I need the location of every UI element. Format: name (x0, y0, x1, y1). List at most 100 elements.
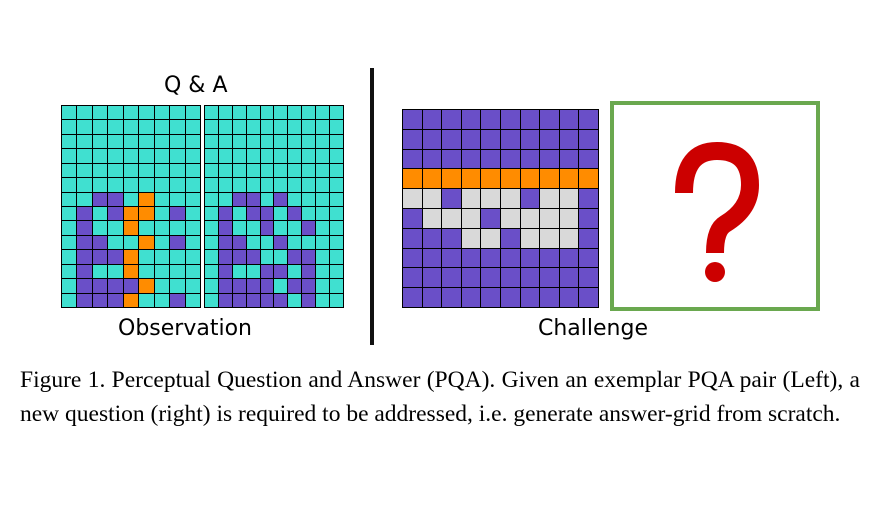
grid-cell (288, 221, 302, 235)
grid-cell (246, 149, 260, 163)
grid-cell (205, 250, 218, 264)
grid-cell (62, 178, 77, 192)
grid-cell (185, 264, 200, 279)
grid-cell (274, 250, 288, 264)
grid-cell (108, 120, 123, 134)
grid-cell (139, 106, 154, 120)
grid-cell (232, 134, 246, 149)
grid-cell (205, 106, 218, 120)
grid-cell (316, 250, 330, 264)
grid-cell (170, 293, 185, 307)
grid-cell (232, 207, 246, 221)
grid-cell (62, 192, 77, 206)
grid-cell (288, 163, 302, 178)
grid-cell (274, 192, 288, 206)
grid-cell (92, 235, 108, 250)
grid-cell (540, 208, 559, 228)
grid-cell (422, 268, 442, 288)
grid-cell (218, 149, 232, 163)
grid-cell (501, 169, 520, 189)
grid-cell (77, 106, 92, 120)
grid-cell (154, 250, 170, 264)
grid-cell (185, 221, 200, 235)
grid-cell (232, 178, 246, 192)
grid-cell (559, 189, 579, 208)
grid-cell (123, 250, 139, 264)
grid-cell (579, 189, 598, 208)
grid-cell (302, 279, 316, 293)
grid-cell (246, 235, 260, 250)
grid-cell (246, 279, 260, 293)
grid-cell (123, 192, 139, 206)
grid-cell (501, 288, 520, 307)
grid-cell (520, 268, 540, 288)
grid-cell (520, 169, 540, 189)
grid-cell (288, 192, 302, 206)
grid-cell (422, 189, 442, 208)
grid-cell (559, 110, 579, 129)
grid-cell (92, 279, 108, 293)
grid-cell (139, 250, 154, 264)
grid-cell (316, 279, 330, 293)
grid-cell (218, 264, 232, 279)
grid-cell (302, 221, 316, 235)
grid-cell (246, 178, 260, 192)
grid-cell (288, 106, 302, 120)
grid-cell (442, 129, 461, 149)
grid-cell (520, 228, 540, 248)
grid-cell (260, 207, 274, 221)
grid-cell (170, 163, 185, 178)
grid-cell (559, 268, 579, 288)
grid-cell (246, 264, 260, 279)
grid-cell (330, 134, 343, 149)
grid-cell (579, 268, 598, 288)
grid-cell (218, 279, 232, 293)
grid-cell (185, 149, 200, 163)
observation-answer-grid (204, 105, 344, 308)
grid-cell (185, 279, 200, 293)
grid-cell (92, 134, 108, 149)
grid-cell (108, 235, 123, 250)
grid-cell (139, 149, 154, 163)
grid-cell (123, 163, 139, 178)
question-mark-icon (675, 141, 760, 282)
grid-cell (302, 192, 316, 206)
grid-cell (520, 248, 540, 268)
grid-cell (246, 293, 260, 307)
grid-cell (288, 264, 302, 279)
grid-cell (559, 149, 579, 169)
grid-cell (288, 235, 302, 250)
grid-cell (461, 228, 481, 248)
grid-cell (260, 106, 274, 120)
grid-cell (316, 134, 330, 149)
grid-cell (185, 178, 200, 192)
grid-cell (422, 288, 442, 307)
grid-cell (579, 208, 598, 228)
grid-cell (274, 178, 288, 192)
grid-cell (92, 192, 108, 206)
grid-cell (139, 279, 154, 293)
grid-cell (123, 149, 139, 163)
grid-cell (481, 169, 500, 189)
grid-cell (62, 235, 77, 250)
grid-cell (123, 178, 139, 192)
grid-cell (92, 264, 108, 279)
grid-cell (205, 163, 218, 178)
grid-cell (108, 264, 123, 279)
grid-cell (123, 264, 139, 279)
grid-cell (316, 207, 330, 221)
grid-cell (123, 293, 139, 307)
grid-cell (108, 192, 123, 206)
grid-cell (218, 178, 232, 192)
grid-cell (274, 106, 288, 120)
grid-cell (559, 169, 579, 189)
grid-cell (108, 221, 123, 235)
grid-cell (246, 221, 260, 235)
answer-box (610, 101, 820, 311)
grid-cell (274, 264, 288, 279)
grid-cell (330, 163, 343, 178)
grid-cell (62, 120, 77, 134)
grid-cell (422, 248, 442, 268)
grid-cell (316, 163, 330, 178)
grid-cell (330, 192, 343, 206)
